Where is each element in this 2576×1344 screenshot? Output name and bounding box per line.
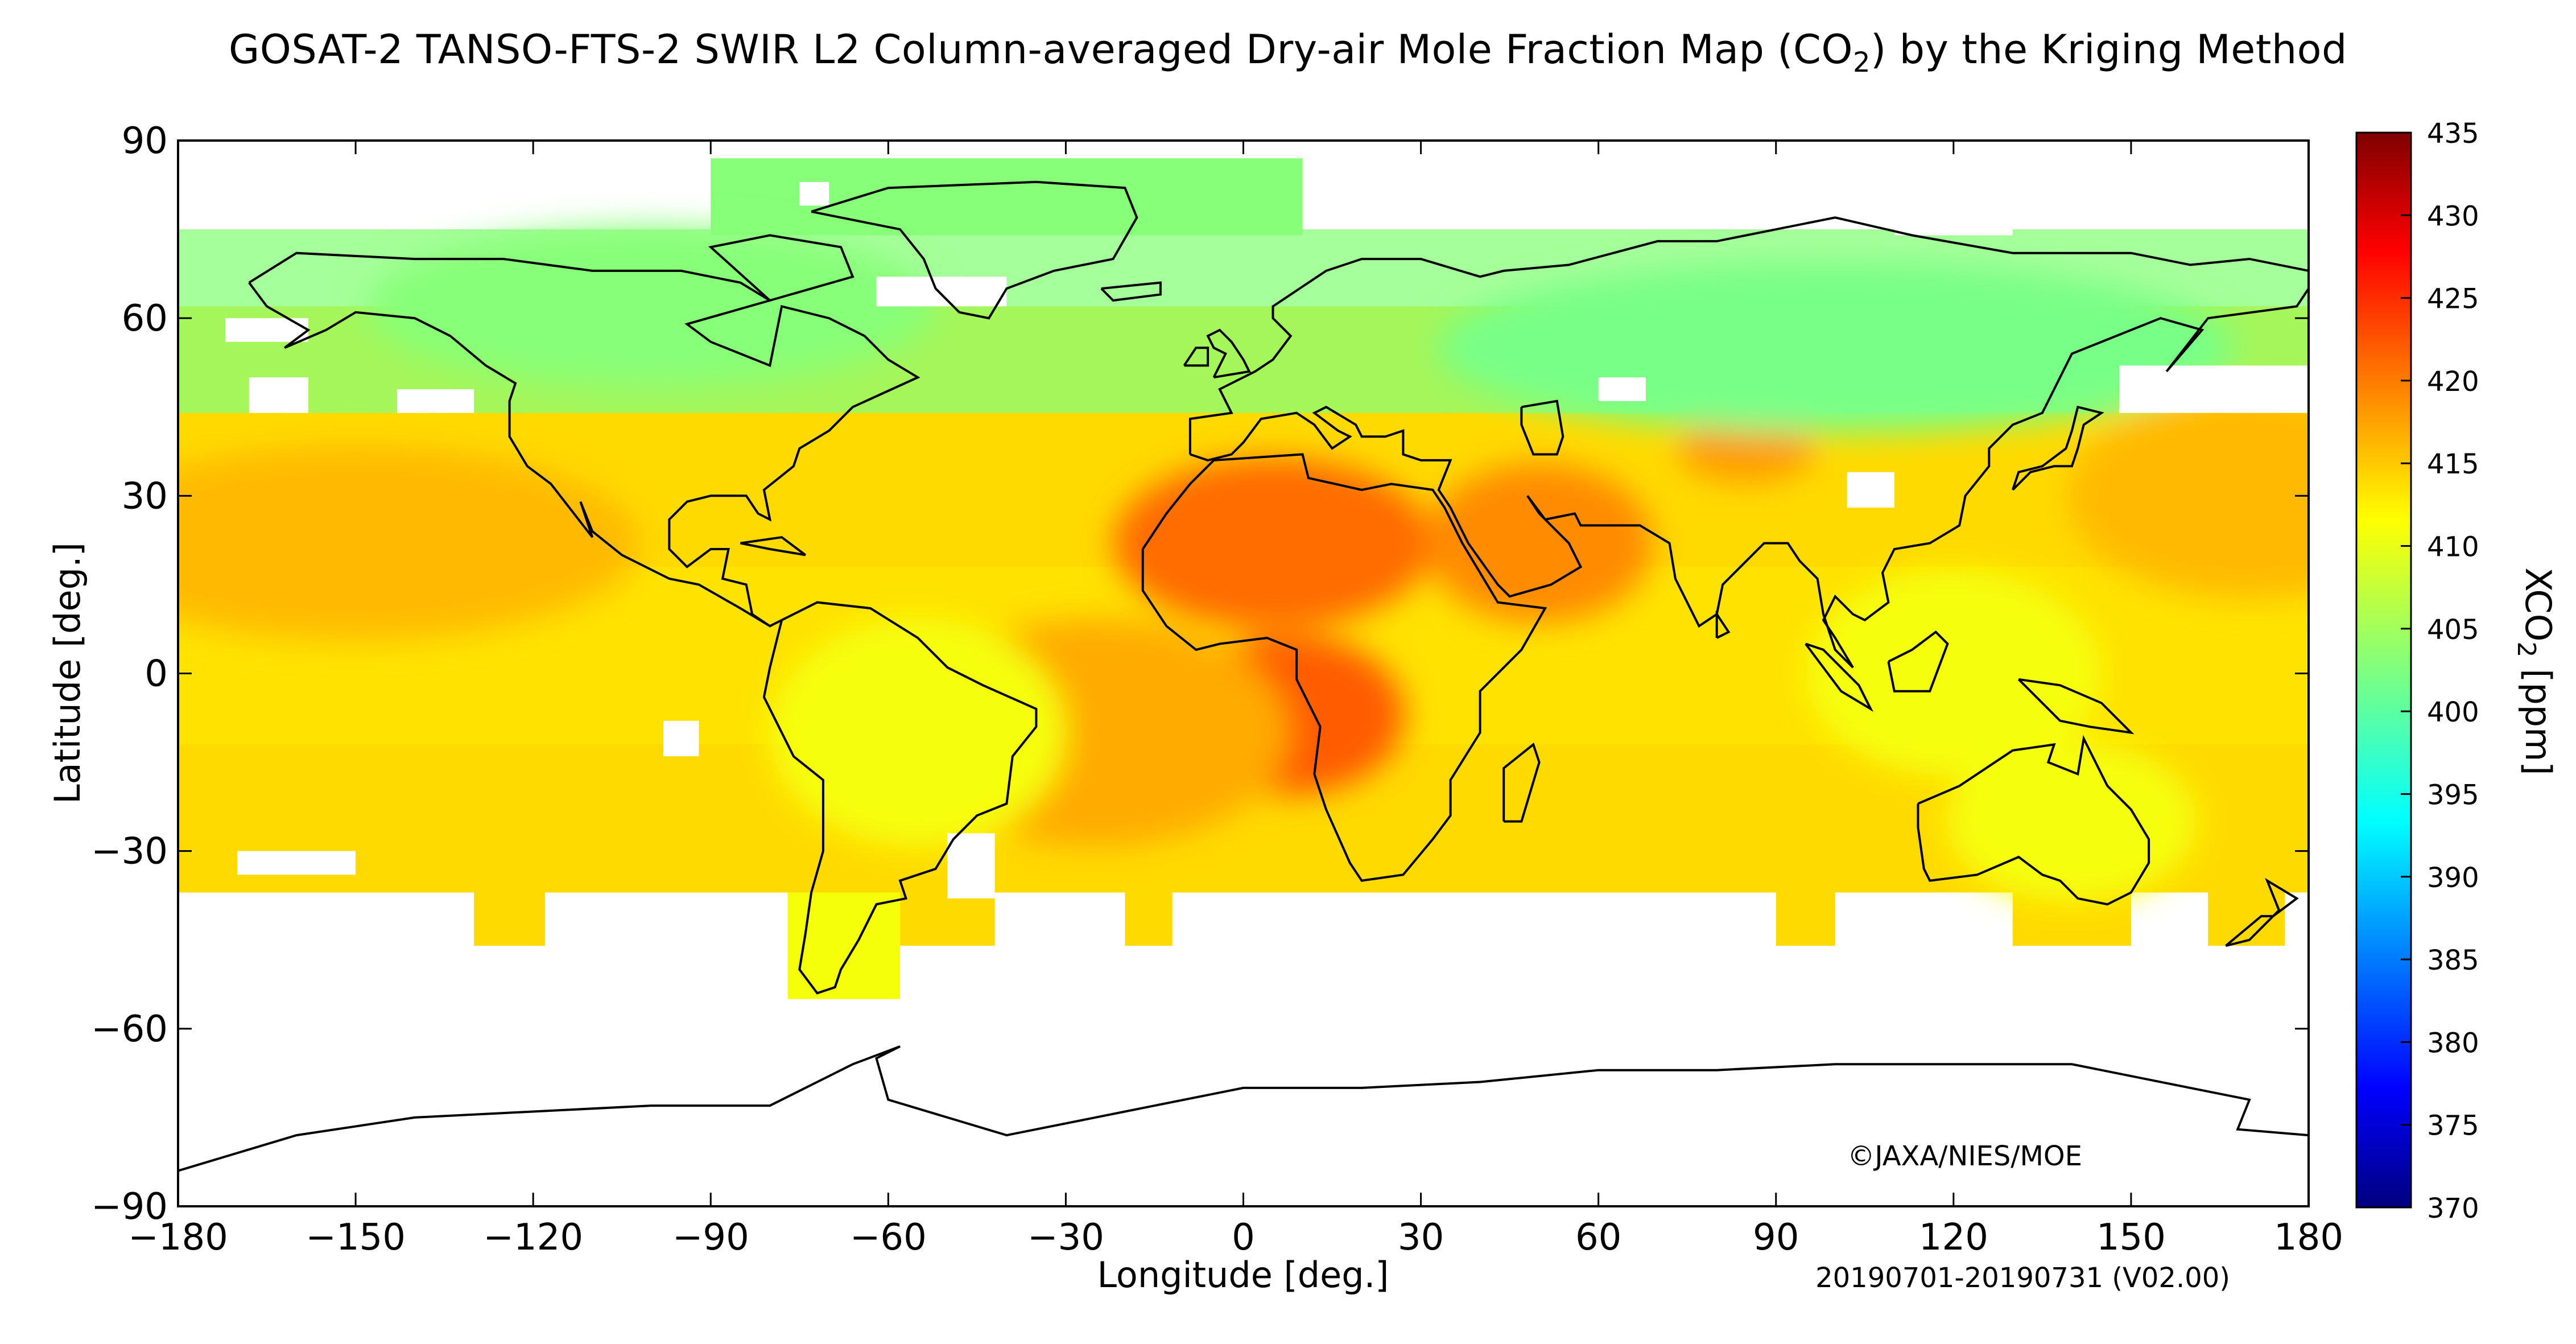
field-south-strip: [474, 892, 545, 946]
colorbar-label: XCO2 [ppm]: [2512, 567, 2559, 775]
colorbar-tick-label: 400: [2427, 696, 2479, 728]
colorbar-ticks: 435 430 425 420 415 410 405 400 395 390 385 380 375 3…: [2401, 118, 2479, 1225]
colorbar-tick-label: 410: [2427, 531, 2479, 563]
coast-caspian: [1520, 399, 1564, 456]
no-data-gap: [249, 377, 308, 413]
coast-cuba: [740, 536, 806, 556]
x-tick-label: 180: [2274, 1217, 2343, 1259]
colorbar-tick-label: 385: [2427, 945, 2479, 976]
xco2-field: [178, 158, 2309, 999]
coast-greenland: [811, 180, 1138, 320]
field-south-strip: [1776, 892, 1835, 946]
colorbar-tick-label: 420: [2427, 366, 2479, 398]
field-max-arabia: [1425, 463, 1653, 623]
no-data-gap: [799, 182, 829, 206]
field-south-strip: [888, 892, 995, 946]
field-south-strip: [1125, 892, 1173, 946]
field-canada: [367, 226, 936, 386]
y-tick-label: 60: [122, 298, 168, 340]
colorbar-tick-label: 425: [2427, 283, 2479, 315]
field-warm-west-pacific: [2067, 393, 2309, 599]
y-axis: 90 60 30 0 −30 −60 −90: [91, 120, 2309, 1228]
coast-madagascar: [1502, 743, 1541, 823]
coast-borneo: [1887, 630, 1949, 692]
colorbar-label-unit: [ppm]: [2517, 657, 2559, 775]
no-data-gap: [2119, 365, 2309, 413]
map-title: GOSAT-2 TANSO-FTS-2 SWIR L2 Column-avera…: [0, 26, 2576, 79]
x-tick-label: 90: [1753, 1217, 1799, 1259]
coast-africa: [1141, 453, 1547, 882]
x-tick-label: −60: [850, 1217, 927, 1259]
colorbar-tick-label: 395: [2427, 779, 2479, 811]
x-tick-label: −90: [672, 1217, 749, 1259]
field-amazon: [770, 619, 1066, 847]
x-axis: −180 −150 −120 −90 −60 −30 0 30 60 90 120 150 180: [128, 141, 2343, 1259]
coast-sumatra: [1805, 642, 1874, 712]
x-tick-label: −30: [1027, 1217, 1104, 1259]
x-tick-label: 60: [1575, 1217, 1621, 1259]
no-data-gap: [663, 720, 699, 757]
field-max-sahara: [1113, 457, 1433, 629]
no-data-gap: [1598, 377, 1646, 401]
colorbar: [2355, 131, 2412, 1209]
coast-south-america: [762, 601, 1038, 995]
x-tick-label: −150: [306, 1217, 406, 1259]
coast-ireland: [1183, 347, 1209, 367]
copyright-label: ©JAXA/NIES/MOE: [1847, 1140, 2082, 1172]
colorbar-tick-label: 435: [2427, 118, 2479, 150]
x-tick-label: 150: [2096, 1217, 2166, 1259]
colorbar-tick-label: 380: [2427, 1027, 2479, 1059]
y-tick-label: −30: [91, 831, 168, 873]
no-data-gap: [1847, 472, 1894, 508]
coast-new-guinea: [2017, 678, 2135, 735]
field-warm-pacific: [178, 446, 640, 640]
coast-antarctica: [178, 1045, 2309, 1172]
x-tick-label: −120: [483, 1217, 583, 1259]
no-data-gap: [1894, 211, 2013, 236]
coast-india-sri-lanka: [1715, 610, 1731, 639]
no-data-gap: [947, 833, 995, 898]
colorbar-label-sub: 2: [2512, 641, 2541, 657]
y-tick-label: 90: [122, 120, 168, 162]
field-maritime-continent: [1805, 571, 2102, 776]
colorbar-label-main: XCO: [2517, 567, 2559, 641]
title-subscript: 2: [1853, 47, 1871, 79]
coast-australia: [1917, 735, 2150, 906]
coastlines: [178, 180, 2309, 1172]
title-text: GOSAT-2 TANSO-FTS-2 SWIR L2 Column-avera…: [229, 26, 1853, 73]
colorbar-tick-label: 415: [2427, 448, 2479, 480]
coast-north-america: [248, 252, 920, 628]
colorbar-tick-label: 405: [2427, 614, 2479, 646]
no-data-gap: [876, 277, 1007, 307]
y-axis-title: Latitude [deg.]: [47, 542, 88, 804]
x-tick-label: 30: [1398, 1217, 1444, 1259]
title-text-end: ) by the Kriging Method: [1871, 26, 2347, 73]
coast-new-zealand: [2225, 877, 2299, 947]
no-data-gap: [397, 389, 427, 413]
coast-baffin: [708, 234, 854, 302]
coast-iceland: [1100, 281, 1162, 302]
coast-british-isles: [1206, 328, 1251, 379]
x-tick-label: −180: [128, 1217, 228, 1259]
x-axis-title: Longitude [deg.]: [1097, 1254, 1389, 1296]
no-data-gap: [237, 851, 356, 875]
y-tick-label: 0: [145, 653, 168, 695]
x-tick-label: 120: [1919, 1217, 1988, 1259]
y-tick-label: −90: [91, 1186, 168, 1228]
field-south-strip: [2208, 892, 2285, 946]
colorbar-tick-label: 430: [2427, 200, 2479, 232]
period-label: 20190701-20190731 (V02.00): [1815, 1262, 2230, 1294]
field-siberia: [1436, 262, 2234, 434]
coast-eurasia: [1188, 216, 2309, 669]
field-australia: [1946, 741, 2197, 901]
coast-japan: [2012, 405, 2104, 491]
colorbar-tick-label: 390: [2427, 862, 2479, 894]
y-tick-label: −60: [91, 1008, 168, 1050]
colorbar-tick-label: 370: [2427, 1193, 2479, 1225]
colorbar-tick-label: 375: [2427, 1110, 2479, 1142]
field-patagonia: [787, 892, 901, 999]
x-tick-label: 0: [1232, 1217, 1255, 1259]
y-tick-label: 30: [122, 475, 168, 517]
